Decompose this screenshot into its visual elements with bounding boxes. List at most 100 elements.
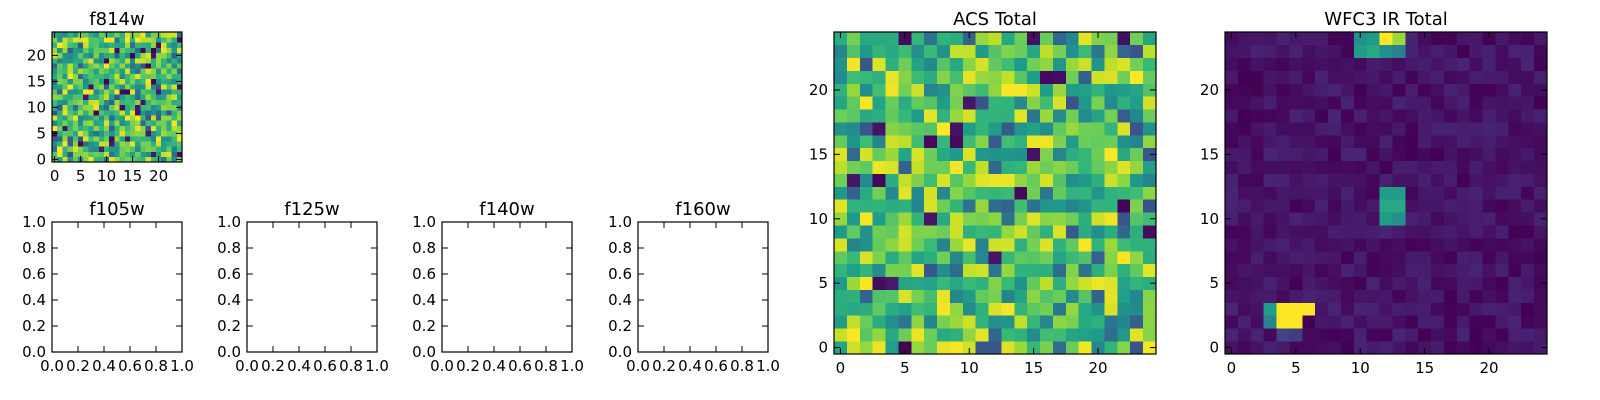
heatmap-cell <box>1302 122 1316 136</box>
heatmap-cell <box>1078 238 1092 252</box>
heatmap-cell <box>88 141 94 147</box>
heatmap-cell <box>1353 122 1367 136</box>
heatmap-cell <box>1392 32 1406 46</box>
heatmap-cell <box>98 115 105 121</box>
heatmap-cell <box>130 99 136 106</box>
heatmap-cell <box>1534 70 1548 84</box>
heatmap-cell <box>1250 57 1264 71</box>
heatmap-cell <box>937 341 951 355</box>
heatmap-cell <box>62 104 68 111</box>
heatmap-cell <box>140 104 146 111</box>
heatmap-cell <box>1379 57 1393 71</box>
heatmap-cell <box>93 73 100 80</box>
heatmap-cell <box>62 141 68 147</box>
heatmap-cell <box>1065 44 1080 59</box>
heatmap-cell <box>1328 160 1342 174</box>
heatmap-cell <box>67 42 74 48</box>
heatmap-cell <box>150 68 157 74</box>
heatmap-cell <box>1418 199 1432 213</box>
heatmap-cell <box>93 68 100 74</box>
heatmap-cell <box>949 289 964 303</box>
heatmap-cell <box>846 212 861 226</box>
heatmap-cell <box>145 84 152 90</box>
heatmap-cell <box>885 328 899 342</box>
heatmap-cell <box>1353 186 1367 200</box>
heatmap-cell <box>1443 212 1458 226</box>
y-tick-label: 0 <box>1209 339 1219 357</box>
heatmap-cell <box>1392 289 1406 303</box>
heatmap-cell <box>52 42 58 48</box>
heatmap-cell <box>1534 109 1548 123</box>
heatmap-cell <box>119 52 126 59</box>
heatmap-cell <box>1534 199 1548 213</box>
heatmap-cell <box>1091 212 1105 226</box>
heatmap-cell <box>72 125 79 132</box>
heatmap-cell <box>1104 96 1118 110</box>
heatmap-cell <box>1508 32 1522 46</box>
heatmap-cell <box>135 115 141 121</box>
heatmap-cell <box>1065 147 1080 162</box>
heatmap-cell <box>1225 250 1239 265</box>
heatmap-cell <box>1379 341 1393 355</box>
heatmap-cell <box>962 135 976 149</box>
heatmap-cell <box>859 212 873 226</box>
heatmap-cell <box>1495 70 1509 84</box>
heatmap-cell <box>1482 238 1496 252</box>
heatmap-cell <box>975 289 989 303</box>
heatmap-cell <box>88 156 94 163</box>
heatmap-cell <box>1495 263 1509 278</box>
heatmap-cell <box>1392 238 1406 252</box>
heatmap-cell <box>1431 32 1445 46</box>
heatmap-cell <box>67 120 74 126</box>
heatmap-cell <box>83 115 89 121</box>
heatmap-cell <box>834 70 848 84</box>
y-tick-label: 1.0 <box>22 213 46 231</box>
heatmap-cell <box>135 94 141 100</box>
heatmap-cell <box>1289 122 1303 136</box>
heatmap-cell <box>1014 173 1028 187</box>
heatmap-cell <box>140 156 146 163</box>
heatmap-cell <box>924 276 938 290</box>
heatmap-cell <box>1143 289 1157 303</box>
y-tick-label: 0.2 <box>608 317 632 335</box>
heatmap-cell <box>1431 302 1445 316</box>
heatmap-cell <box>911 160 925 174</box>
heatmap-cell <box>130 110 136 116</box>
heatmap-cell <box>1482 160 1496 174</box>
heatmap-cell <box>72 52 79 59</box>
heatmap-cell <box>975 238 989 252</box>
heatmap-cell <box>93 99 100 106</box>
heatmap-cell <box>1289 83 1303 97</box>
x-tick-label: 0.4 <box>678 357 702 375</box>
heatmap-cell <box>1001 135 1015 149</box>
heatmap-cell <box>1431 199 1445 213</box>
heatmap-cell <box>150 63 157 69</box>
heatmap-cell <box>1366 83 1380 97</box>
heatmap-cell <box>1495 96 1509 110</box>
heatmap-cell <box>140 73 146 80</box>
heatmap-cell <box>924 96 938 110</box>
heatmap-cell <box>872 212 886 226</box>
heatmap-cell <box>88 94 94 100</box>
heatmap-cell <box>119 146 126 152</box>
heatmap-cell <box>898 302 912 316</box>
heatmap-cell <box>1104 315 1118 329</box>
heatmap-cell <box>1225 276 1239 290</box>
heatmap-cell <box>140 58 146 64</box>
heatmap-cell <box>1225 263 1239 278</box>
heatmap-cell <box>949 70 964 84</box>
heatmap-cell <box>72 99 79 106</box>
y-tick-label: 0.6 <box>412 265 436 283</box>
heatmap-cell <box>1143 135 1157 149</box>
heatmap-cell <box>1117 186 1131 200</box>
heatmap-cell <box>1263 83 1277 97</box>
heatmap-cell <box>1340 212 1355 226</box>
heatmap-cell <box>975 96 989 110</box>
heatmap-cell <box>67 78 74 85</box>
heatmap-cell <box>1353 225 1367 239</box>
heatmap-cell <box>114 146 120 152</box>
heatmap-cell <box>1078 96 1092 110</box>
heatmap-cell <box>176 47 183 54</box>
heatmap-cell <box>1014 122 1028 136</box>
heatmap-cell <box>1482 341 1496 355</box>
